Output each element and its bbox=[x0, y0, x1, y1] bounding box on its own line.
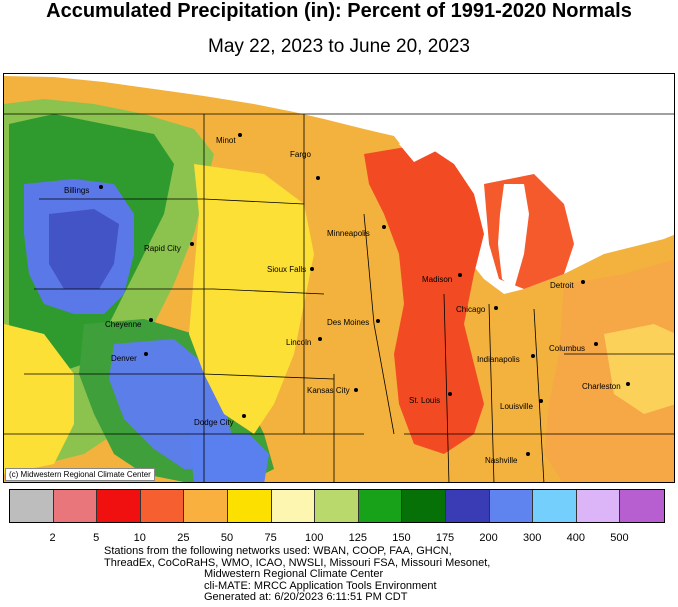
city-dot bbox=[531, 354, 535, 358]
legend-swatch bbox=[620, 490, 664, 522]
city-dot bbox=[448, 392, 452, 396]
city-dot bbox=[594, 342, 598, 346]
legend-tick-label: 500 bbox=[610, 532, 629, 544]
city-dot bbox=[494, 306, 498, 310]
city-label-indianapolis: Indianapolis bbox=[477, 355, 520, 364]
city-dot bbox=[310, 267, 314, 271]
city-label-minot: Minot bbox=[216, 136, 236, 145]
map-canvas bbox=[4, 74, 674, 482]
footer-notes: Stations from the following networks use… bbox=[104, 545, 574, 604]
footer-line: Midwestern Regional Climate Center bbox=[204, 568, 384, 580]
city-label-columbus: Columbus bbox=[549, 344, 586, 353]
city-label-fargo: Fargo bbox=[290, 150, 311, 159]
city-label-nashville: Nashville bbox=[485, 456, 518, 465]
legend-tick-labels: 2 5 10 25 50 75 100 125 150 175 200 300 400 500 bbox=[9, 532, 669, 546]
city-dot bbox=[626, 382, 630, 386]
legend-swatch bbox=[97, 490, 141, 522]
legend-swatch bbox=[402, 490, 446, 522]
legend-tick-label: 100 bbox=[305, 532, 324, 544]
city-label-louisville: Louisville bbox=[500, 402, 533, 411]
legend-swatch bbox=[227, 490, 272, 522]
city-dot bbox=[99, 185, 103, 189]
city-label-kansas-city: Kansas City bbox=[307, 386, 350, 395]
city-dot bbox=[376, 319, 380, 323]
legend-swatch bbox=[140, 490, 185, 522]
map-title: Accumulated Precipitation (in): Percent … bbox=[46, 0, 632, 22]
footer-line: Generated at: 6/20/2023 6:11:51 PM CDT bbox=[204, 591, 408, 603]
legend-tick-label: 175 bbox=[435, 532, 455, 544]
city-label-st-louis: St. Louis bbox=[409, 396, 441, 405]
city-dot bbox=[526, 452, 530, 456]
city-label-detroit: Detroit bbox=[550, 281, 574, 290]
city-label-cheyenne: Cheyenne bbox=[105, 320, 142, 329]
city-label-dodge-city: Dodge City bbox=[194, 418, 234, 427]
legend-color-bar bbox=[9, 489, 665, 523]
legend-tick-label: 200 bbox=[479, 532, 498, 544]
legend-tick-label: 75 bbox=[264, 532, 277, 544]
legend-swatch bbox=[271, 490, 316, 522]
city-label-lincoln: Lincoln bbox=[286, 338, 312, 347]
legend-tick-label: 150 bbox=[392, 532, 411, 544]
city-dot bbox=[316, 176, 320, 180]
city-dot bbox=[149, 318, 153, 322]
legend-swatch bbox=[576, 490, 621, 522]
city-dot bbox=[581, 280, 585, 284]
precipitation-map: Minot Fargo Billings Minneapolis Rapid C… bbox=[3, 73, 675, 483]
city-dot bbox=[354, 388, 358, 392]
city-label-chicago: Chicago bbox=[456, 305, 486, 314]
legend-swatch bbox=[53, 490, 98, 522]
city-label-rapid-city: Rapid City bbox=[144, 244, 181, 253]
legend-tick-label: 125 bbox=[348, 532, 367, 544]
city-dot bbox=[190, 242, 194, 246]
city-dot bbox=[144, 352, 148, 356]
legend-swatch bbox=[184, 490, 228, 522]
city-label-sioux-falls: Sioux Falls bbox=[267, 265, 307, 274]
city-dot bbox=[458, 273, 462, 277]
footer-line: ThreadEx, CoCoRaHS, WMO, ICAO, NWSLI, Mi… bbox=[104, 556, 491, 569]
legend-swatch bbox=[445, 490, 490, 522]
legend-swatch bbox=[489, 490, 534, 522]
city-label-des-moines: Des Moines bbox=[327, 318, 370, 327]
legend-swatch bbox=[358, 490, 403, 522]
legend-tick-label: 50 bbox=[220, 532, 234, 544]
legend-swatch bbox=[533, 490, 577, 522]
city-dot bbox=[539, 399, 543, 403]
legend-tick-label: 5 bbox=[93, 532, 100, 544]
city-dot bbox=[318, 337, 322, 341]
legend-tick-label: 25 bbox=[177, 532, 190, 544]
city-dot bbox=[238, 133, 242, 137]
city-label-denver: Denver bbox=[111, 354, 137, 363]
city-label-billings: Billings bbox=[64, 186, 90, 195]
legend-tick-label: 400 bbox=[566, 532, 585, 544]
legend-swatch bbox=[10, 490, 54, 522]
legend-tick-label: 10 bbox=[133, 532, 146, 544]
legend-tick-label: 2 bbox=[49, 532, 56, 544]
footer-line: cli-MATE: MRCC Application Tools Environ… bbox=[204, 579, 437, 592]
city-label-madison: Madison bbox=[422, 275, 453, 284]
city-label-minneapolis: Minneapolis bbox=[327, 229, 370, 238]
city-dot bbox=[242, 414, 246, 418]
city-label-charleston: Charleston bbox=[582, 382, 621, 391]
city-dot bbox=[382, 225, 386, 229]
date-range-subtitle: May 22, 2023 to June 20, 2023 bbox=[208, 36, 470, 57]
credit-label: (c) Midwestern Regional Climate Center bbox=[5, 468, 155, 481]
legend-tick-label: 300 bbox=[523, 532, 542, 544]
footer-line: Stations from the following networks use… bbox=[104, 545, 452, 557]
legend-swatch bbox=[315, 490, 359, 522]
